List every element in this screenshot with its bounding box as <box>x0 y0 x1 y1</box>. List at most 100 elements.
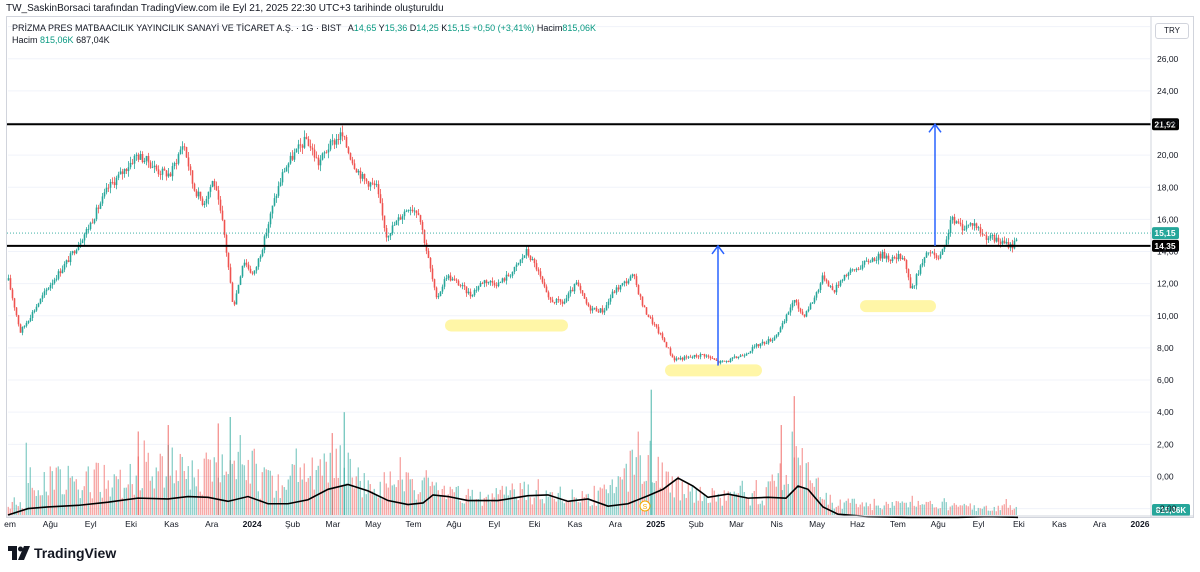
candle-body <box>729 358 732 363</box>
price-tick-label: 12,00 <box>1157 279 1179 289</box>
legend-title[interactable]: PRİZMA PRES MATBAACILIK YAYINCILIK SANAY… <box>12 23 342 33</box>
volume-bar <box>779 463 781 515</box>
volume-bar <box>735 493 737 515</box>
price-axis-grid <box>8 26 1150 510</box>
candle-body <box>249 268 252 273</box>
price-tick-label: 18,00 <box>1157 182 1179 192</box>
volume-bar <box>45 491 47 515</box>
volume-bar <box>849 502 851 515</box>
tradingview-logo[interactable]: TradingView <box>8 544 116 562</box>
candle-body <box>339 132 342 140</box>
candle-body <box>493 282 496 286</box>
volume-bar <box>87 466 89 515</box>
volume-bar <box>957 506 959 515</box>
candle-body <box>961 224 964 231</box>
candle-body <box>309 146 312 148</box>
candle-body <box>455 279 458 281</box>
candle-body <box>647 314 650 317</box>
volume-bar <box>263 467 265 515</box>
candle-body <box>307 138 310 147</box>
volume-bar <box>235 479 237 515</box>
candle-body <box>665 342 668 348</box>
candle-body <box>809 303 812 310</box>
volume-bar <box>497 494 499 515</box>
currency-button[interactable]: TRY <box>1155 23 1189 39</box>
candle-body <box>1007 242 1010 248</box>
candle-body <box>77 245 80 251</box>
candle-body <box>79 243 82 246</box>
volume-bar <box>357 467 359 515</box>
volume-bar <box>119 469 121 515</box>
volume-bar <box>57 466 59 515</box>
volume-bar <box>277 474 279 515</box>
candle-body <box>45 289 48 292</box>
candle-body <box>723 360 726 362</box>
candle-body <box>891 257 894 262</box>
volume-bar <box>339 445 341 515</box>
candle-body <box>135 154 138 156</box>
volume-bar <box>751 493 753 515</box>
volume-bar <box>427 477 429 515</box>
candle-body <box>743 355 746 357</box>
candle-body <box>487 282 490 284</box>
volume-bar <box>949 506 951 515</box>
volume-bar <box>581 491 583 515</box>
volume-bar <box>311 457 313 515</box>
candle-body <box>791 302 794 308</box>
candle-body <box>947 233 950 240</box>
volume-bar <box>353 488 355 515</box>
volume-bar <box>933 507 935 515</box>
volume-bar <box>971 509 973 515</box>
time-tick-label: Ara <box>205 519 219 529</box>
volume-bar <box>463 503 465 515</box>
candle-body <box>833 290 836 293</box>
volume-bar <box>921 504 923 515</box>
candle-body <box>953 216 956 224</box>
volume-bar-peak <box>229 417 231 515</box>
volume-bar <box>291 464 293 515</box>
volume-bar <box>429 486 431 515</box>
volume-bar <box>363 473 365 515</box>
candle-body <box>163 168 166 171</box>
volume-bar <box>633 474 635 515</box>
volume-bar <box>881 509 883 515</box>
volume-bar <box>225 471 227 515</box>
candle-body <box>887 255 890 260</box>
legend-volume-row-label[interactable]: Hacim <box>12 35 38 45</box>
candle-body <box>315 157 318 159</box>
candle-body <box>373 183 376 186</box>
candle-body <box>235 293 238 305</box>
volume-bar <box>1015 506 1017 515</box>
volume-bar <box>313 489 315 515</box>
volume-bar <box>515 498 517 515</box>
volume-bar <box>841 508 843 515</box>
volume-bar <box>21 508 23 515</box>
candle-body <box>865 260 868 262</box>
price-tick-label: 4,00 <box>1157 407 1174 417</box>
legend-low: 14,25 <box>416 23 439 33</box>
candle-body <box>405 210 408 212</box>
volume-bar <box>629 450 631 515</box>
candle-body <box>823 275 826 280</box>
volume-bar <box>693 502 695 515</box>
candle-body <box>893 257 896 258</box>
candle-body <box>389 233 392 237</box>
volume-bar <box>579 502 581 515</box>
candle-body <box>585 298 588 304</box>
volume-bar <box>231 463 233 515</box>
volume-bar <box>179 453 181 515</box>
candle-body <box>663 338 666 343</box>
candle-body <box>327 149 330 153</box>
volume-bar <box>565 499 567 515</box>
volume-bar <box>481 505 483 515</box>
highlight-zone <box>445 319 568 332</box>
volume-bar <box>973 505 975 515</box>
volume-bar <box>47 495 49 515</box>
volume-bar <box>483 498 485 515</box>
volume-bar <box>679 500 681 515</box>
candle-body <box>419 215 422 223</box>
volume-bar <box>71 476 73 515</box>
candle-body <box>645 307 648 315</box>
candle-body <box>957 221 960 223</box>
